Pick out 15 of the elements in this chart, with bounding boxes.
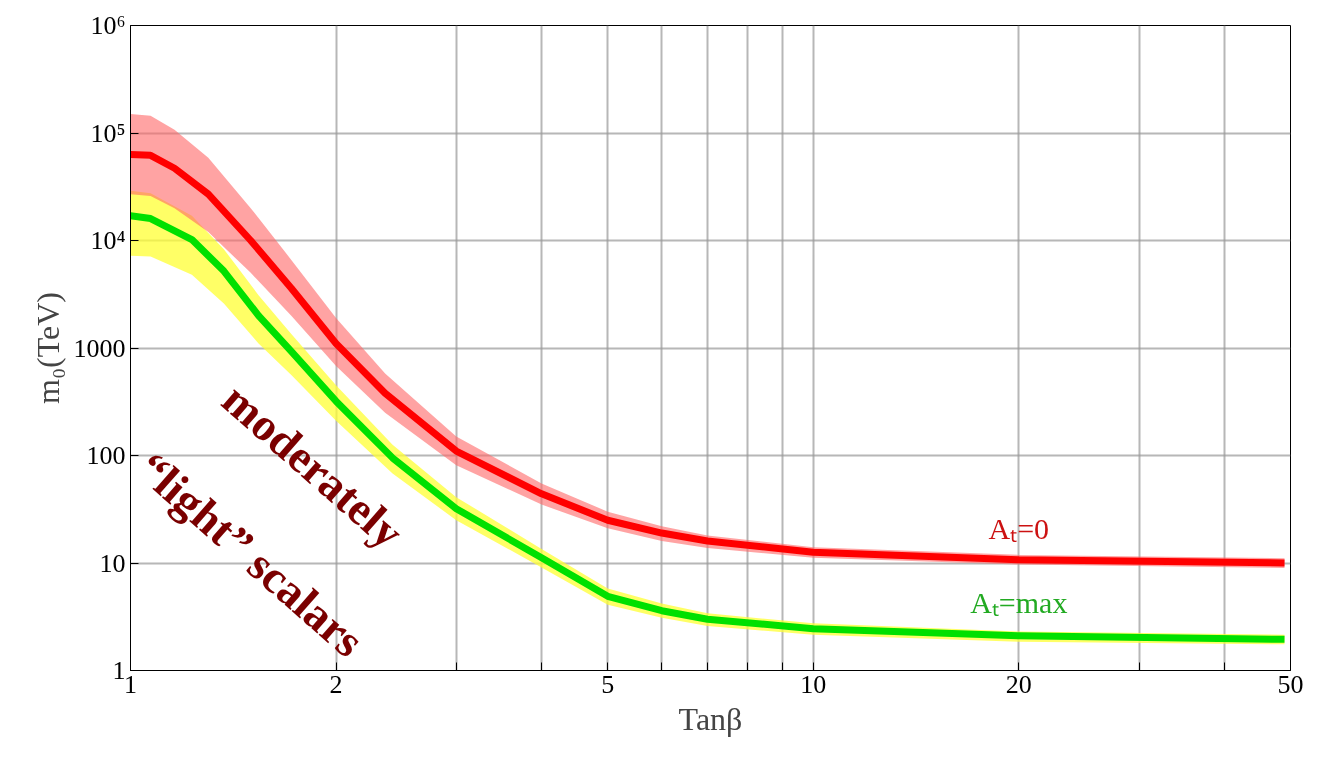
y-tick-label: 1000	[73, 333, 126, 363]
y-tick-label: 10	[99, 548, 126, 578]
x-tick-label: 20	[1005, 669, 1032, 699]
x-tick-label: 2	[329, 669, 343, 699]
annotation: Aₜ=0	[988, 511, 1050, 545]
y-tick-label: 10⁴	[90, 226, 126, 255]
y-tick-label: 10⁶	[90, 11, 126, 40]
x-axis-title: Tanβ	[678, 700, 743, 737]
y-axis-title: m₀(TeV)	[29, 292, 66, 404]
annotation: Aₜ=max	[970, 585, 1068, 619]
y-tick-label: 100	[86, 441, 126, 470]
x-tick-label: 10	[800, 669, 827, 699]
x-tick-label: 50	[1277, 669, 1304, 699]
y-tick-label: 10⁵	[90, 118, 126, 148]
x-tick-label: 5	[601, 669, 615, 699]
